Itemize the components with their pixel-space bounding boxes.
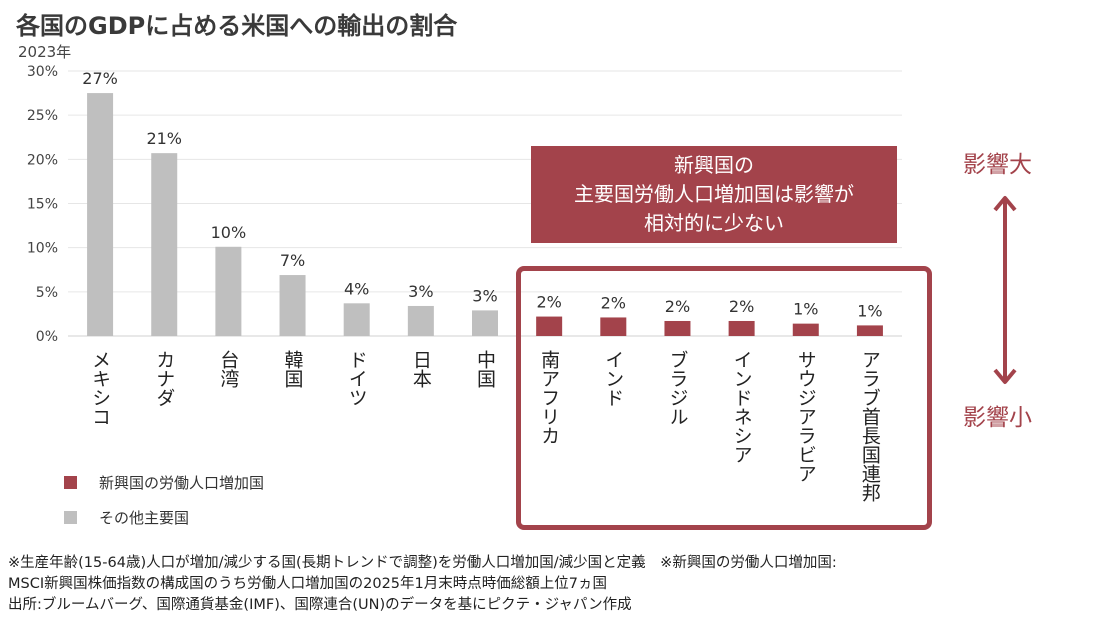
footnote-line: ※生産年齢(15-64歳)人口が増加/減少する国(長期トレンドで調整)を労働人口… [8,555,837,571]
bars [87,93,883,336]
x-tick-label: 南アフリカ [538,350,560,445]
y-tick-label: 10% [27,241,58,257]
x-tick-label: 中国 [474,350,496,388]
x-tick-label: カナダ [153,350,175,407]
data-label: 4% [344,279,369,298]
bar [472,310,498,336]
y-tick-label: 0% [36,329,58,345]
y-tick-label: 15% [27,197,58,213]
data-label: 2% [536,293,561,312]
x-tick-label: ブラジル [666,350,688,426]
bar [279,275,306,336]
callout-line: 新興国の [674,153,754,177]
y-tick-label: 20% [27,152,58,168]
y-tick-label: 25% [27,108,58,124]
bar [215,246,242,336]
chart-subtitle: 2023年 [18,43,71,61]
callout-line: 相対的に少ない [644,211,784,235]
data-label: 7% [280,251,305,270]
y-axis: 0% 5% 10% 15% 20% 25% 30% [27,64,58,345]
data-label: 1% [793,300,818,319]
data-label: 2% [601,293,626,312]
footnote-line: MSCI新興国株価指数の構成国のうち労働人口増加国の2025年1月末時点時価総額… [8,576,607,592]
bar [87,93,114,336]
data-label: 3% [472,286,497,305]
bar [856,325,883,336]
x-tick-label: 日本 [410,350,432,388]
y-tick-label: 5% [36,285,58,301]
data-label: 10% [211,223,247,242]
bar [792,323,819,336]
bar [536,316,563,336]
x-tick-label: サウジアラビア [795,350,817,483]
legend-item-emerging: 新興国の労働人口増加国 [64,472,264,493]
callout-line: 主要国労働人口増加国は影響が [574,182,854,206]
emerging-group-frame [516,266,932,530]
data-label: 3% [408,282,433,301]
x-tick-label: 台湾 [217,350,239,389]
data-label: 1% [857,301,882,320]
legend-item-other: その他主要国 [64,507,189,528]
footnotes: ※生産年齢(15-64歳)人口が増加/減少する国(長期トレンドで調整)を労働人口… [8,553,837,616]
footnote-line: 出所:ブルームバーグ、国際通貨基金(IMF)、国際連合(UN)のデータを基にピク… [8,597,632,613]
x-axis: メキシコ カナダ 台湾 韓国 ドイツ 日本 中国 南アフリカ インド ブラジル インドネシア サウジア… [89,350,881,502]
y-tick-label: 30% [27,64,58,80]
data-label: 2% [665,297,690,316]
legend-swatch [64,511,77,524]
x-tick-label: メキシコ [89,350,111,426]
x-tick-label: インド [602,350,624,407]
legend-swatch [64,476,77,489]
data-label: 27% [82,69,118,88]
legend-label: 新興国の労働人口増加国 [99,474,265,492]
double-arrow-icon [993,196,1017,384]
x-tick-label: アラブ首長国連邦 [859,350,881,502]
value-labels: 27% 21% 10% 7% 4% 3% 3% 2% 2% 2% 2% 1% 1% [82,69,882,320]
data-label: 21% [146,129,182,148]
bar [407,305,434,336]
bar [600,317,627,336]
x-tick-label: 韓国 [282,350,304,388]
bar [664,320,691,336]
legend-label: その他主要国 [99,509,190,527]
data-label: 2% [729,297,754,316]
bar [151,153,178,336]
impact-high-label: 影響大 [963,152,1032,178]
x-tick-label: インドネシア [731,350,753,464]
bar [728,320,755,336]
callout-box: 新興国の 主要国労働人口増加国は影響が 相対的に少ない [531,146,897,243]
impact-low-label: 影響小 [963,405,1032,431]
x-tick-label: ドイツ [346,350,368,407]
page-title: 各国のGDPに占める米国への輸出の割合 [16,12,458,40]
bar [343,303,370,336]
